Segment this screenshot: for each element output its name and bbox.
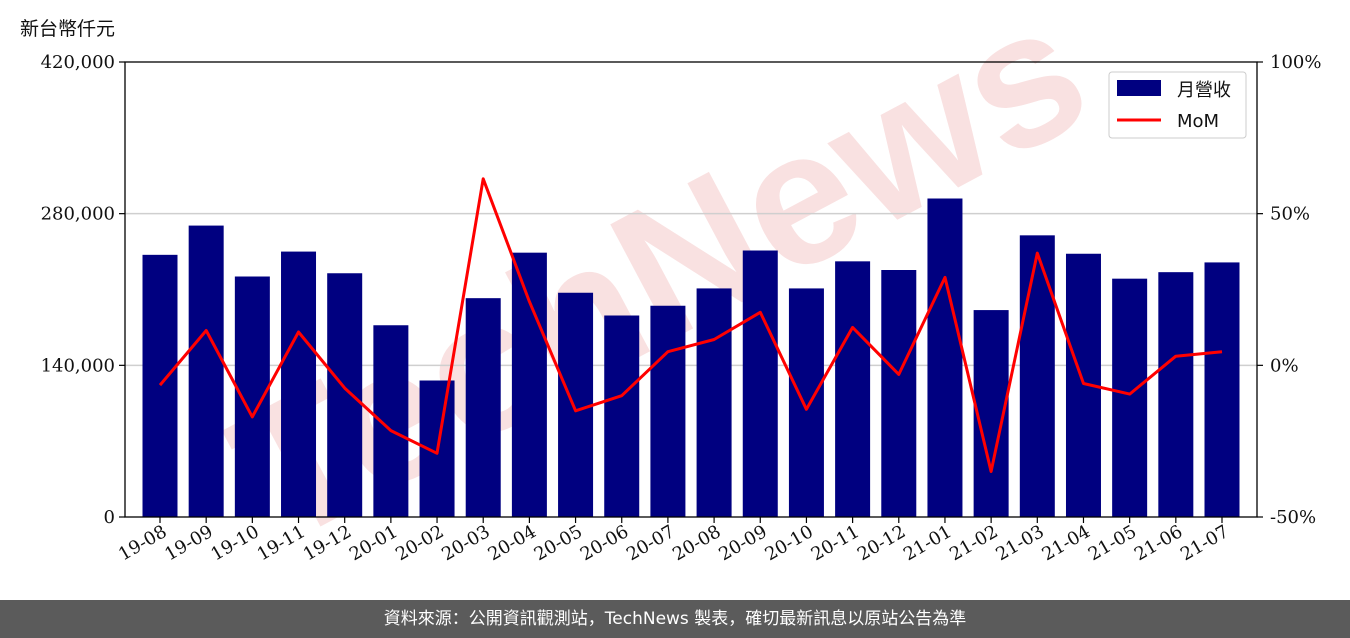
plot-frame bbox=[124, 61, 1258, 518]
bar bbox=[650, 305, 686, 517]
mom-series bbox=[158, 177, 1223, 473]
bar-series bbox=[142, 198, 1240, 518]
bar bbox=[604, 315, 640, 517]
legend-label-mom: MoM bbox=[1177, 111, 1219, 132]
bar bbox=[1158, 272, 1194, 517]
legend-label-revenue: 月營收 bbox=[1177, 80, 1231, 101]
x-tick-label: 20-08 bbox=[669, 521, 724, 565]
x-tick-label: 21-02 bbox=[946, 521, 1001, 565]
x-tick-label: 21-04 bbox=[1039, 521, 1094, 565]
bar bbox=[927, 198, 963, 517]
bar bbox=[1112, 278, 1148, 517]
y-right-tick-label: 50% bbox=[1270, 204, 1310, 225]
left-y-axis: 0 140,000 280,000 420,000 bbox=[41, 52, 125, 528]
bar bbox=[742, 250, 778, 517]
x-tick-label: 20-11 bbox=[808, 521, 863, 565]
bar bbox=[142, 254, 178, 518]
y-left-tick-label: 280,000 bbox=[41, 204, 115, 225]
legend-bar-swatch bbox=[1117, 80, 1161, 96]
y-left-tick-label: 420,000 bbox=[41, 52, 115, 73]
x-tick-label: 20-06 bbox=[577, 521, 632, 565]
source-footer: 資料來源：公開資訊觀測站，TechNews 製表，確切最新訊息以原站公告為準 bbox=[0, 600, 1350, 638]
x-tick-label: 19-08 bbox=[115, 521, 170, 565]
y-right-tick-label: 100% bbox=[1270, 52, 1321, 73]
bar bbox=[696, 288, 732, 517]
y-right-tick-label: 0% bbox=[1270, 355, 1299, 376]
x-tick-label: 19-10 bbox=[207, 521, 262, 565]
mom-line bbox=[158, 177, 1223, 473]
x-tick-label: 20-03 bbox=[438, 521, 493, 565]
y-axis-unit-label: 新台幣仟元 bbox=[20, 18, 116, 40]
bar bbox=[511, 252, 547, 517]
bar bbox=[1204, 262, 1240, 517]
x-tick-label: 20-09 bbox=[715, 521, 770, 565]
x-tick-label: 21-03 bbox=[992, 521, 1047, 565]
bar bbox=[281, 251, 317, 518]
x-tick-label: 20-12 bbox=[854, 521, 909, 565]
y-left-tick-label: 0 bbox=[104, 507, 115, 528]
bar bbox=[465, 298, 501, 517]
bar bbox=[788, 288, 824, 517]
x-tick-label: 21-05 bbox=[1085, 521, 1140, 565]
x-tick-label: 21-06 bbox=[1131, 521, 1186, 565]
x-tick-label: 20-10 bbox=[761, 521, 816, 565]
bar bbox=[881, 270, 917, 517]
x-tick-label: 21-01 bbox=[900, 521, 955, 565]
bar bbox=[327, 273, 363, 517]
legend: 月營收 MoM bbox=[1108, 71, 1247, 139]
bar bbox=[558, 292, 594, 517]
y-left-tick-label: 140,000 bbox=[41, 355, 115, 376]
x-tick-label: 20-04 bbox=[484, 521, 539, 565]
x-tick-label: 19-09 bbox=[161, 521, 216, 565]
x-tick-label: 20-07 bbox=[623, 521, 678, 565]
bar bbox=[1019, 235, 1055, 518]
right-y-axis: -50% 0% 50% 100% bbox=[1257, 52, 1321, 528]
x-tick-label: 20-05 bbox=[531, 521, 586, 565]
y-right-tick-label: -50% bbox=[1270, 507, 1316, 528]
bar bbox=[835, 261, 871, 517]
bar bbox=[188, 225, 224, 518]
x-tick-label: 21-07 bbox=[1177, 521, 1232, 565]
